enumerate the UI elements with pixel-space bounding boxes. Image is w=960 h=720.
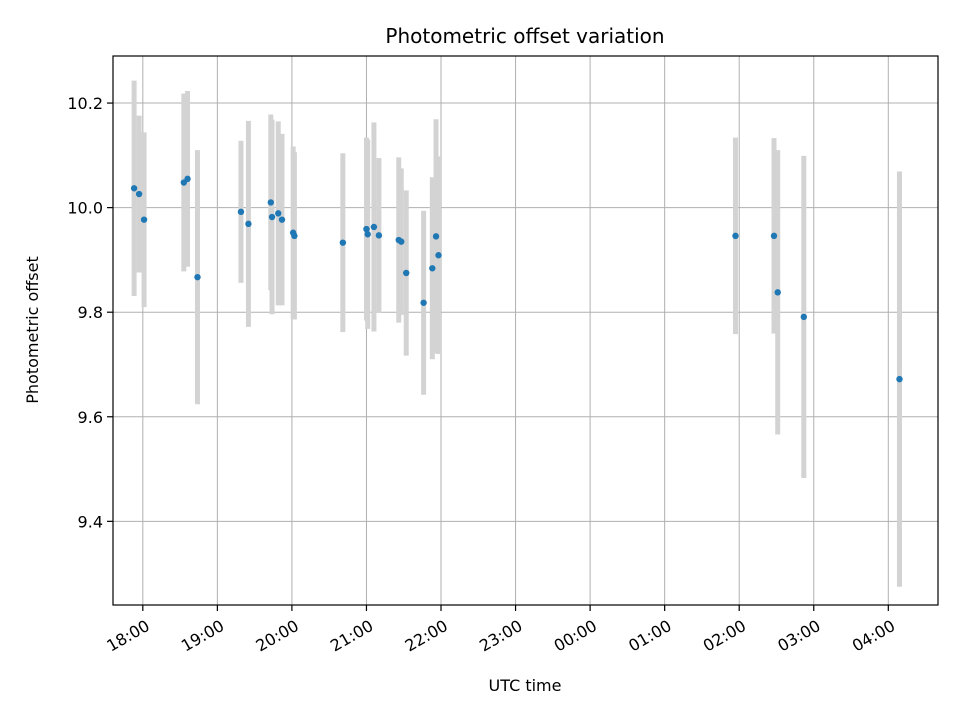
- data-point: [403, 269, 410, 277]
- data-point: [135, 190, 143, 198]
- data-point: [732, 232, 739, 240]
- data-point: [363, 225, 370, 233]
- data-point: [774, 289, 781, 296]
- y-tick-label: 9.4: [78, 512, 103, 531]
- y-axis-ticks: 9.4 9.6 9.8 10.0 10.2: [67, 94, 113, 531]
- data-point: [420, 299, 427, 306]
- chart-title: Photometric offset variation: [385, 24, 664, 48]
- data-point: [364, 231, 371, 238]
- data-point: [896, 375, 903, 383]
- data-point: [429, 265, 436, 272]
- y-axis-label: Photometric offset: [23, 256, 42, 404]
- data-point: [275, 210, 282, 217]
- data-point: [245, 220, 252, 228]
- data-point: [435, 252, 442, 259]
- data-point: [140, 216, 148, 223]
- data-points: [130, 175, 903, 383]
- data-point: [375, 232, 383, 239]
- data-point: [770, 232, 778, 240]
- data-point: [398, 238, 405, 245]
- data-point: [237, 208, 245, 216]
- data-point: [268, 213, 276, 221]
- data-point: [800, 313, 808, 321]
- y-tick-label: 10.0: [67, 199, 103, 218]
- data-point: [370, 223, 378, 231]
- data-point: [291, 232, 298, 240]
- data-point: [278, 216, 286, 223]
- data-point: [194, 273, 201, 281]
- data-point: [432, 233, 440, 240]
- data-point: [339, 239, 347, 246]
- y-tick-label: 10.2: [67, 94, 103, 113]
- data-point: [130, 185, 138, 192]
- x-axis-label: UTC time: [489, 676, 562, 695]
- data-point: [267, 199, 274, 206]
- data-point: [184, 175, 191, 183]
- plot-frame: [112, 55, 939, 606]
- y-tick-label: 9.8: [78, 303, 103, 322]
- y-tick-label: 9.6: [78, 408, 103, 427]
